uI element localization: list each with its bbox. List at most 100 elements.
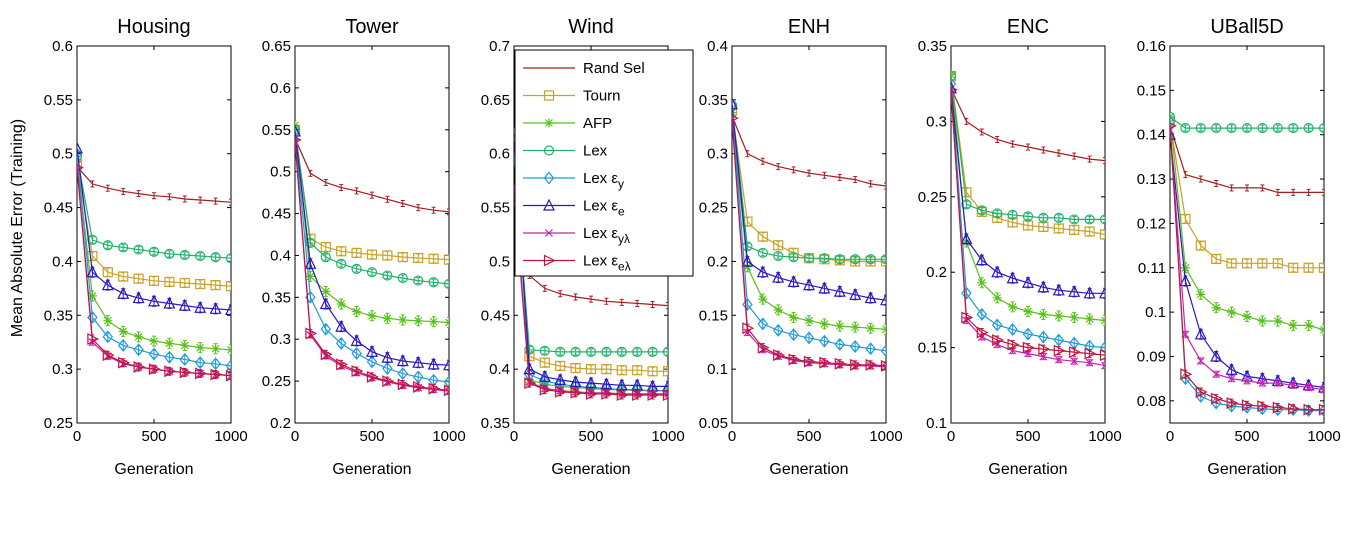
data-point xyxy=(865,342,876,356)
panel-title: Tower xyxy=(345,16,399,38)
data-point xyxy=(179,277,190,289)
y-tick-label: 0.14 xyxy=(1137,127,1166,144)
data-point xyxy=(976,205,987,216)
y-tick-label: 0.3 xyxy=(270,331,291,348)
data-point xyxy=(1170,114,1176,128)
data-point xyxy=(118,271,129,282)
data-point xyxy=(1288,262,1299,273)
legend-marker xyxy=(543,254,556,267)
data-point xyxy=(632,365,643,376)
data-point xyxy=(1226,397,1239,410)
legend-label: Tourn xyxy=(583,88,621,105)
data-point xyxy=(320,322,332,336)
y-tick-label: 0.25 xyxy=(44,415,73,432)
x-tick-label: 1000 xyxy=(651,428,684,445)
data-point xyxy=(757,317,769,331)
data-point xyxy=(662,384,668,398)
plot-area xyxy=(295,121,449,397)
data-point xyxy=(1258,379,1267,388)
data-point xyxy=(1099,341,1105,355)
y-tick-label: 0.3 xyxy=(52,361,73,378)
data-point xyxy=(818,281,831,294)
data-point xyxy=(210,252,221,263)
legend-marker xyxy=(543,90,555,101)
y-tick-label: 0.09 xyxy=(1137,348,1166,365)
y-tick-label: 0.55 xyxy=(44,92,73,109)
data-point xyxy=(1179,274,1192,287)
data-point xyxy=(1318,403,1324,416)
data-point xyxy=(320,252,331,263)
legend-label-sub: eλ xyxy=(618,260,631,274)
series-5 xyxy=(77,141,231,316)
y-tick-label: 0.35 xyxy=(262,289,291,306)
data-point xyxy=(397,367,409,381)
y-tick-label: 0.08 xyxy=(1137,393,1166,410)
data-point xyxy=(428,253,439,264)
data-point xyxy=(1099,214,1105,225)
series-line xyxy=(732,118,886,367)
y-tick-label: 0.11 xyxy=(1138,260,1166,277)
y-tick-label: 0.45 xyxy=(481,307,510,324)
x-tick-label: 0 xyxy=(73,428,81,445)
data-point xyxy=(366,355,378,369)
data-point xyxy=(1054,355,1063,364)
data-point xyxy=(1211,253,1222,264)
data-point xyxy=(209,301,222,314)
x-tick-label: 500 xyxy=(141,428,166,445)
data-point xyxy=(1194,327,1207,340)
data-point xyxy=(773,240,784,251)
data-point xyxy=(819,334,830,348)
data-point xyxy=(631,378,644,391)
legend-entry: Lex εe xyxy=(523,198,625,219)
data-point xyxy=(850,254,861,265)
data-point xyxy=(524,377,537,390)
legend-entry: AFP xyxy=(523,115,612,132)
panel-title: ENH xyxy=(788,16,830,38)
data-point xyxy=(662,346,668,358)
y-tick-label: 0.45 xyxy=(262,206,291,223)
data-point xyxy=(1288,122,1299,134)
data-point xyxy=(880,344,886,358)
data-point xyxy=(336,299,346,309)
data-point xyxy=(164,365,177,378)
data-point xyxy=(210,357,221,371)
data-point xyxy=(412,370,424,384)
data-point xyxy=(1180,263,1190,273)
data-point xyxy=(1195,240,1206,251)
data-point xyxy=(1038,330,1049,344)
series-0 xyxy=(514,202,668,310)
data-point xyxy=(1022,341,1035,354)
data-point xyxy=(865,254,876,265)
data-point xyxy=(524,344,535,355)
legend-label-main: Lex ε xyxy=(583,198,618,215)
data-point xyxy=(1054,311,1064,321)
data-point xyxy=(351,365,364,378)
data-point xyxy=(742,298,753,311)
data-point xyxy=(1069,312,1079,322)
data-point xyxy=(539,383,552,396)
data-point xyxy=(1196,356,1205,365)
data-point xyxy=(443,384,449,397)
data-point xyxy=(382,375,395,388)
data-point xyxy=(1052,283,1065,296)
data-point xyxy=(539,345,550,356)
data-point xyxy=(427,357,440,370)
data-point xyxy=(732,114,739,122)
panel-title: Housing xyxy=(117,16,190,38)
data-point xyxy=(295,124,301,135)
data-point xyxy=(1023,306,1033,316)
data-point xyxy=(803,355,816,368)
data-point xyxy=(1227,374,1236,383)
data-point xyxy=(1170,127,1176,140)
series-5 xyxy=(295,124,449,371)
data-point xyxy=(756,265,769,278)
legend-label: Lex εy xyxy=(583,170,624,191)
data-point xyxy=(992,208,1003,219)
data-point xyxy=(428,277,439,288)
y-tick-label: 0.55 xyxy=(481,200,510,217)
y-tick-label: 0.35 xyxy=(44,307,73,324)
data-point xyxy=(443,278,449,290)
y-tick-label: 0.6 xyxy=(52,38,73,55)
data-point xyxy=(1069,224,1080,236)
data-point xyxy=(321,286,331,296)
